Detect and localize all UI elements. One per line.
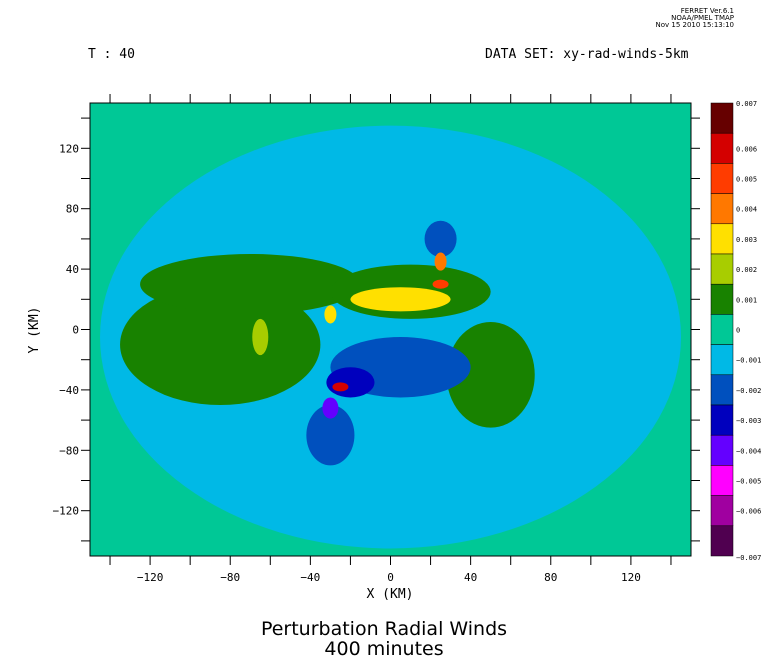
x-tick-label: 0 (387, 571, 394, 584)
contour-fields (100, 125, 681, 549)
x-tick-label: 40 (464, 571, 477, 584)
colorbar-swatch (710, 344, 734, 376)
field-8 (424, 220, 457, 258)
field-12 (432, 279, 449, 289)
field-14 (324, 305, 337, 324)
y-tick-label: 80 (66, 203, 79, 216)
stamp-line-2: NOAA/PMEL TMAP (671, 14, 734, 22)
x-tick-label: −80 (220, 571, 240, 584)
x-axis: −120 −80 −40 0 40 80 120 (109, 94, 672, 584)
x-axis-label: X (KM) (367, 587, 414, 602)
colorbar-swatch (710, 132, 734, 164)
colorbar-swatch (710, 163, 734, 194)
colorbar-swatch (710, 193, 734, 225)
colorbar-swatch (710, 314, 734, 345)
stamp-line-3: Nov 15 2010 15:13:10 (655, 21, 735, 29)
field-4 (350, 287, 451, 312)
x-tick-label: −40 (300, 571, 320, 584)
dataset-label: DATA SET: xy-rad-winds-5km (485, 47, 689, 62)
y-tick-label: 120 (59, 142, 79, 155)
colorbar-swatch (710, 253, 734, 285)
field-2 (140, 254, 361, 315)
field-13 (434, 252, 447, 271)
colorbar-swatch (710, 495, 734, 527)
chart-title: Perturbation Radial Winds (260, 618, 508, 640)
x-tick-label: 120 (621, 571, 641, 584)
colorbar-label: −0.002 (736, 387, 761, 395)
chart-subtitle: 400 minutes (324, 638, 444, 660)
colorbar-label: 0.004 (736, 206, 757, 214)
colorbar-swatch (710, 465, 734, 496)
field-11 (332, 382, 349, 392)
field-0 (100, 125, 681, 549)
ferret-stamp: FERRET Ver.6.1 NOAA/PMEL TMAP Nov 15 201… (656, 8, 735, 29)
field-10 (322, 397, 339, 419)
colorbar-label: 0.002 (736, 266, 757, 274)
field-5 (446, 321, 535, 428)
colorbar-label: −0.001 (736, 357, 761, 365)
field-7 (306, 405, 355, 466)
y-tick-label: −40 (59, 384, 79, 397)
time-label: T : 40 (88, 47, 135, 62)
x-tick-label: −120 (137, 571, 164, 584)
colorbar-swatch (710, 434, 734, 466)
y-axis-label: Y (KM) (27, 307, 42, 354)
colorbar-label: 0 (736, 327, 740, 335)
y-tick-label: 0 (72, 324, 79, 337)
field-1 (120, 284, 321, 405)
field-9 (326, 367, 375, 398)
y-tick-label: −120 (53, 505, 80, 518)
y-tick-label: 40 (66, 263, 79, 276)
stamp-line-1: FERRET Ver.6.1 (680, 7, 734, 15)
colorbar-label: 0.003 (736, 236, 757, 244)
colorbar: 0.007 0.006 0.005 0.004 0.003 0.002 0.001 0 −0.0… (710, 100, 761, 562)
colorbar-label: −0.003 (736, 417, 761, 425)
colorbar-label: −0.006 (736, 508, 761, 516)
colorbar-label: 0.006 (736, 145, 757, 153)
colorbar-label: 0.005 (736, 176, 757, 184)
colorbar-label: 0.007 (736, 100, 757, 108)
y-axis: 120 80 40 0 −40 −80 −120 (53, 117, 700, 542)
colorbar-swatch (710, 102, 734, 134)
colorbar-swatch (710, 374, 734, 406)
colorbar-label: −0.005 (736, 478, 761, 486)
colorbar-swatch (710, 223, 734, 255)
colorbar-label: −0.004 (736, 447, 761, 455)
field-15 (252, 318, 269, 356)
colorbar-swatch (710, 525, 734, 557)
colorbar-swatch (710, 283, 734, 315)
x-tick-label: 80 (544, 571, 557, 584)
colorbar-label: −0.007 (736, 554, 761, 562)
y-tick-label: −80 (59, 444, 79, 457)
colorbar-swatch (710, 404, 734, 436)
colorbar-label: 0.001 (736, 296, 757, 304)
